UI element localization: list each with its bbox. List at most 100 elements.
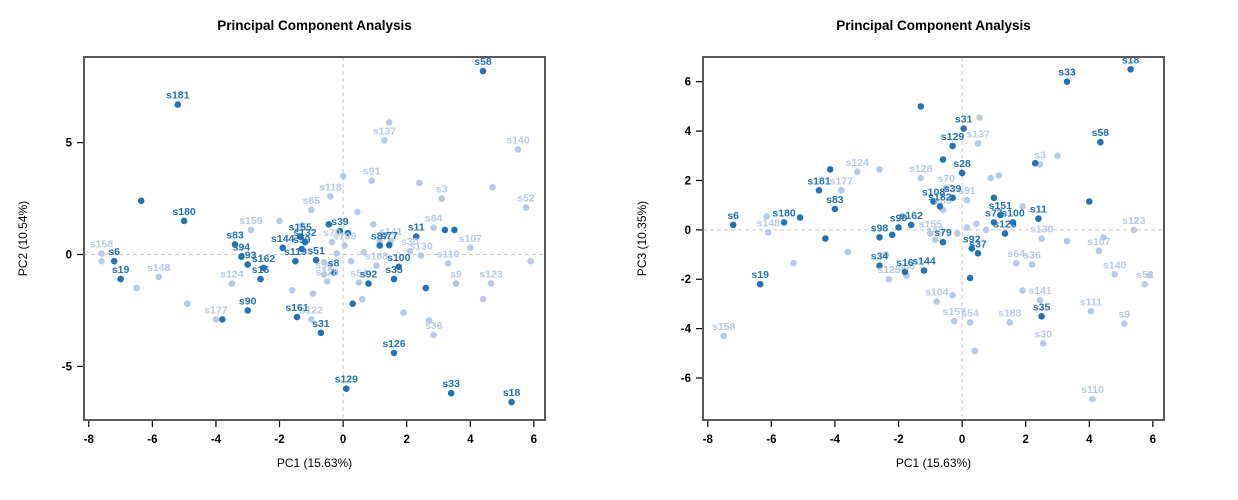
x-axis-label: PC1 (15.63%) xyxy=(277,456,352,470)
x-tick-label: 0 xyxy=(340,434,346,446)
data-point xyxy=(756,280,764,288)
data-point xyxy=(949,292,956,299)
data-point xyxy=(1039,340,1047,347)
data-point xyxy=(974,140,982,147)
data-point xyxy=(355,279,363,286)
point-label: s35 xyxy=(1033,301,1051,313)
y-tick-label: 0 xyxy=(685,225,691,237)
point-label: s177 xyxy=(830,175,854,187)
point-label: s125 xyxy=(877,264,901,276)
point-label: s30 xyxy=(401,236,419,248)
data-point xyxy=(244,307,251,314)
point-label: s158 xyxy=(712,321,736,333)
data-point xyxy=(888,231,896,239)
data-point xyxy=(360,249,368,256)
data-point xyxy=(317,329,325,337)
data-point xyxy=(441,226,449,234)
data-point xyxy=(796,214,804,221)
point-label: s90 xyxy=(239,295,257,307)
data-point xyxy=(328,238,336,246)
x-tick-label: 4 xyxy=(467,434,474,446)
data-point xyxy=(98,257,105,265)
data-point xyxy=(933,298,940,305)
point-label: s91 xyxy=(363,166,381,178)
point-label: s104 xyxy=(925,287,949,299)
x-tick-label: 2 xyxy=(1022,434,1028,446)
data-point xyxy=(1130,226,1138,234)
data-point xyxy=(339,172,347,180)
data-point xyxy=(527,257,534,265)
data-point xyxy=(312,256,320,264)
data-point xyxy=(966,319,974,326)
point-label: s177 xyxy=(204,304,228,316)
data-point xyxy=(247,226,255,234)
point-label: s19 xyxy=(751,269,769,281)
point-label: s31 xyxy=(955,114,973,126)
point-label: s64 xyxy=(425,213,443,225)
data-point xyxy=(417,252,425,259)
data-point xyxy=(936,203,944,210)
data-point xyxy=(354,208,361,216)
data-point xyxy=(390,275,398,283)
point-label: s28 xyxy=(953,158,971,170)
data-point xyxy=(895,224,902,231)
data-point xyxy=(822,235,829,242)
point-label: s158 xyxy=(90,238,114,250)
point-label: s9 xyxy=(1118,309,1130,321)
data-point xyxy=(930,198,937,205)
data-point xyxy=(292,257,299,265)
point-label: s124 xyxy=(220,269,244,281)
point-label: s157 xyxy=(943,306,967,318)
data-point xyxy=(1035,215,1042,222)
point-label: s30 xyxy=(1034,328,1052,340)
pca-panel-pc1-pc3: s137 s124 s177 s148 s158 s125 s66 s104 s157 s54 s1… xyxy=(619,0,1238,500)
point-label: s93 xyxy=(239,250,257,262)
x-tick-label: 6 xyxy=(1150,434,1156,446)
point-label: s3 xyxy=(1034,149,1046,161)
data-point xyxy=(917,103,925,110)
point-label: s119 xyxy=(284,246,307,258)
data-point xyxy=(949,142,956,150)
data-point xyxy=(425,317,433,324)
data-point xyxy=(320,271,328,278)
data-point xyxy=(412,233,420,240)
data-point xyxy=(293,313,301,321)
point-label: s129 xyxy=(335,374,359,386)
data-point xyxy=(489,184,496,191)
data-point xyxy=(336,227,344,235)
data-point xyxy=(133,284,140,292)
point-label: s161 xyxy=(285,302,309,314)
data-point xyxy=(960,125,967,132)
point-label: s70 xyxy=(323,227,341,239)
data-point xyxy=(1019,287,1026,294)
data-point xyxy=(370,221,377,228)
point-label: s123 xyxy=(1122,215,1146,227)
point-label: s182 xyxy=(928,191,952,203)
pca-panel-pc1-pc2: s158 s148 s124 s177 s159 s118 s85 s137 s91 s140 s5… xyxy=(16,18,546,470)
point-label: s141 xyxy=(379,226,403,238)
x-axis-label: PC1 (15.63%) xyxy=(896,456,971,470)
point-label: s58 xyxy=(1092,127,1110,139)
data-point xyxy=(853,168,861,176)
point-label: s34 xyxy=(871,251,889,263)
data-point xyxy=(444,260,452,267)
data-point xyxy=(447,389,455,397)
data-point xyxy=(385,241,393,249)
point-label: s122 xyxy=(300,304,324,316)
data-point xyxy=(1127,66,1134,73)
point-label: s9 xyxy=(450,269,462,281)
point-label: s132 xyxy=(293,227,317,239)
point-label: s40 xyxy=(926,225,944,237)
data-point xyxy=(231,241,239,248)
point-label: s91 xyxy=(958,185,976,197)
data-point xyxy=(876,166,883,173)
data-point xyxy=(390,349,398,357)
data-point xyxy=(301,238,309,246)
point-label: s31 xyxy=(312,318,330,330)
data-point xyxy=(974,250,982,257)
point-label: s39 xyxy=(944,183,962,195)
data-point xyxy=(931,236,939,243)
point-label: s144 xyxy=(271,233,295,245)
x-tick-label: -6 xyxy=(147,434,157,446)
data-point xyxy=(973,220,980,227)
